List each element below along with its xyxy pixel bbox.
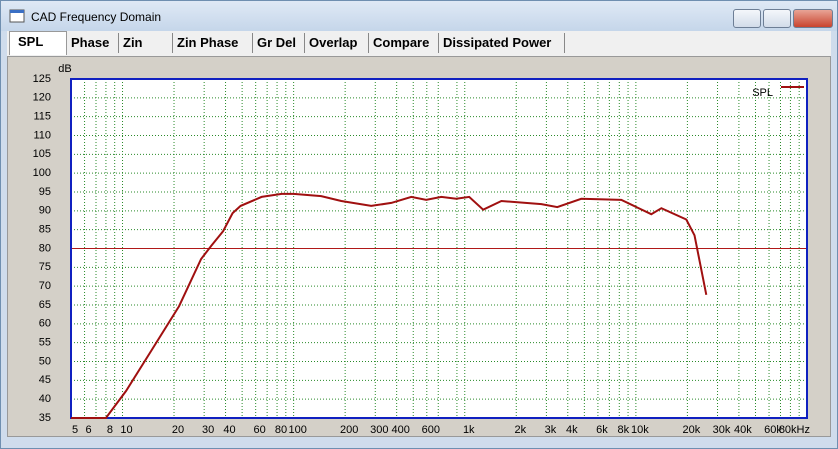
- x-tick-label: 60: [254, 424, 266, 436]
- plot-border: [70, 78, 808, 419]
- x-tick-label: 4k: [566, 424, 578, 436]
- tab[interactable]: Zin Phase: [173, 33, 253, 53]
- tab[interactable]: Zin: [119, 33, 173, 53]
- title-bar: CAD Frequency Domain: [1, 1, 837, 31]
- x-tick-label: 60k: [764, 424, 782, 436]
- minimize-button[interactable]: [733, 9, 761, 28]
- y-tick-label: 35: [39, 412, 51, 424]
- x-tick-label: 6k: [596, 424, 608, 436]
- y-tick-label: 95: [39, 186, 51, 198]
- x-tick-label: 6: [85, 424, 91, 436]
- y-tick-label: 50: [39, 355, 51, 367]
- data-line: [71, 192, 708, 419]
- x-tick-label: 2k: [514, 424, 526, 436]
- y-tick-label: 90: [39, 205, 51, 217]
- x-tick-label: 20: [172, 424, 184, 436]
- y-tick-label: 80: [39, 242, 51, 254]
- y-tick-label: 60: [39, 318, 51, 330]
- x-tick-label: 30k: [713, 424, 731, 436]
- close-button[interactable]: [793, 9, 833, 28]
- x-tick-label: 40: [223, 424, 235, 436]
- x-tick-label: 400: [391, 424, 409, 436]
- tab[interactable]: Gr Del: [253, 33, 305, 53]
- x-tick-label: 40k: [734, 424, 752, 436]
- x-tick-label: 1k: [463, 424, 475, 436]
- y-tick-label: 55: [39, 337, 51, 349]
- x-tick-label: 20k: [683, 424, 701, 436]
- window-title: CAD Frequency Domain: [31, 10, 162, 24]
- x-tick-label: 8: [107, 424, 113, 436]
- y-tick-label: 75: [39, 261, 51, 273]
- x-tick-label: 30: [202, 424, 214, 436]
- x-tick-label: 10k: [631, 424, 649, 436]
- y-tick-label: 45: [39, 374, 51, 386]
- y-tick-label: 65: [39, 299, 51, 311]
- app-icon: [9, 9, 25, 23]
- x-tick-label: 80kHz: [779, 424, 810, 436]
- x-tick-label: 600: [422, 424, 440, 436]
- x-tick-label: 10: [120, 424, 132, 436]
- y-axis-label: dB: [58, 63, 71, 75]
- y-tick-label: 105: [33, 148, 51, 160]
- y-tick-label: 85: [39, 224, 51, 236]
- y-tick-label: 125: [33, 73, 51, 85]
- x-tick-label: 3k: [545, 424, 557, 436]
- tab[interactable]: Compare: [369, 33, 439, 53]
- y-tick-label: 110: [33, 129, 51, 141]
- y-tick-label: 115: [33, 111, 51, 123]
- maximize-button[interactable]: [763, 9, 791, 28]
- tab[interactable]: Phase: [67, 33, 119, 53]
- legend-label: SPL: [752, 87, 773, 99]
- x-tick-label: 300: [370, 424, 388, 436]
- y-tick-label: 120: [33, 92, 51, 104]
- x-tick-label: 80: [275, 424, 287, 436]
- tab[interactable]: Dissipated Power: [439, 33, 565, 53]
- x-tick-label: 200: [340, 424, 358, 436]
- y-tick-label: 70: [39, 280, 51, 292]
- tab[interactable]: Overlap: [305, 33, 369, 53]
- y-tick-label: 40: [39, 393, 51, 405]
- y-tick-label: 100: [33, 167, 51, 179]
- x-tick-label: 100: [288, 424, 306, 436]
- x-tick-label: 5: [72, 424, 78, 436]
- x-tick-label: 8k: [617, 424, 629, 436]
- tab[interactable]: SPL: [9, 31, 67, 55]
- tab-strip: SPL Phase Zin Zin Phase Gr Del Overlap C…: [7, 31, 831, 56]
